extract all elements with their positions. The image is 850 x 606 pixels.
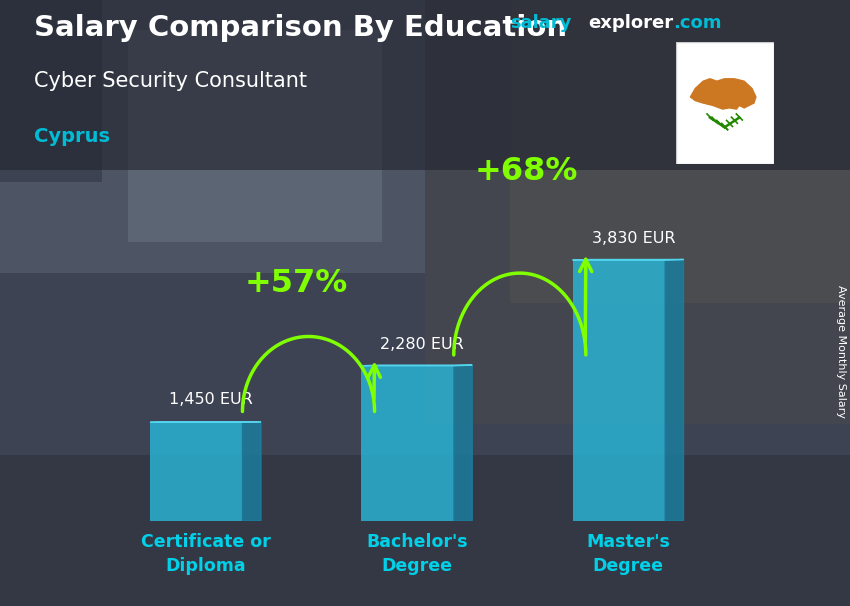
Polygon shape	[242, 422, 261, 521]
Text: 2,280 EUR: 2,280 EUR	[380, 336, 464, 351]
Text: +57%: +57%	[245, 268, 348, 299]
Text: Average Monthly Salary: Average Monthly Salary	[836, 285, 846, 418]
Polygon shape	[665, 259, 683, 521]
Text: 3,830 EUR: 3,830 EUR	[592, 231, 675, 246]
Text: Master's
Degree: Master's Degree	[586, 533, 670, 574]
Bar	[150, 422, 242, 521]
Bar	[0, 0, 425, 273]
Text: Bachelor's
Degree: Bachelor's Degree	[366, 533, 468, 574]
Bar	[361, 365, 454, 521]
Bar	[425, 0, 850, 424]
Bar	[0, 0, 850, 170]
Text: Certificate or
Diploma: Certificate or Diploma	[140, 533, 270, 574]
Text: Cyprus: Cyprus	[34, 127, 110, 146]
Text: Salary Comparison By Education: Salary Comparison By Education	[34, 13, 567, 42]
Polygon shape	[690, 79, 756, 109]
Text: +68%: +68%	[474, 156, 578, 187]
Text: salary: salary	[510, 13, 571, 32]
Text: .com: .com	[673, 13, 722, 32]
Bar	[0, 0, 102, 182]
Text: Cyber Security Consultant: Cyber Security Consultant	[34, 72, 307, 92]
Bar	[128, 30, 382, 242]
Bar	[0, 454, 850, 606]
Bar	[573, 260, 665, 521]
Text: 1,450 EUR: 1,450 EUR	[169, 391, 252, 407]
Text: explorer: explorer	[588, 13, 673, 32]
Bar	[510, 0, 850, 303]
Polygon shape	[454, 365, 473, 521]
